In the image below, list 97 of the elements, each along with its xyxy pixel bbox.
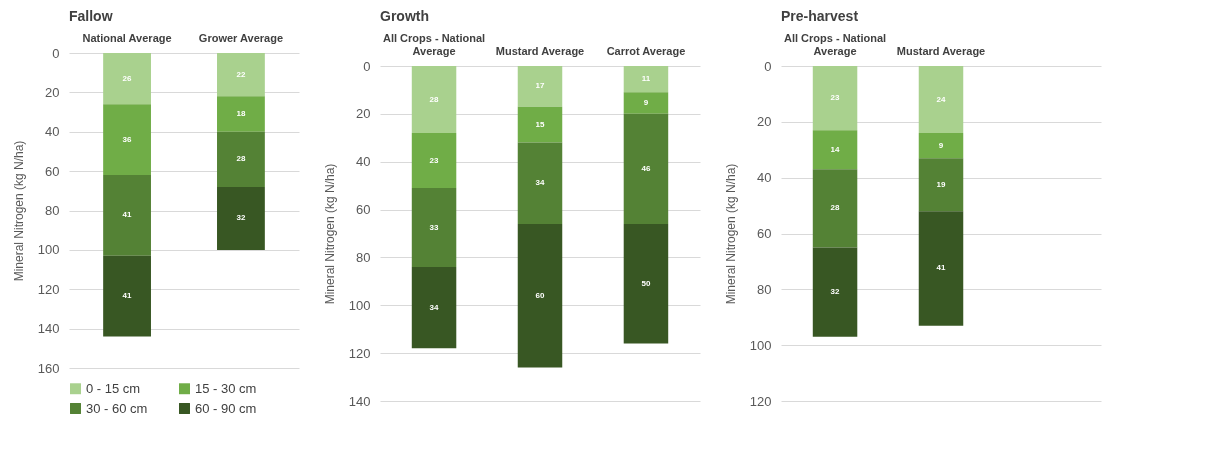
- data-label: 23: [429, 155, 440, 165]
- bar: [517, 66, 563, 107]
- y-tick-label: 140: [37, 321, 60, 337]
- legend-label: 15 - 30 cm: [195, 380, 257, 396]
- data-label: 28: [236, 154, 246, 164]
- x-tick-label: Carrot Average: [606, 44, 686, 57]
- bar: [918, 211, 964, 326]
- data-label: 34: [535, 178, 545, 188]
- data-label: 19: [936, 179, 946, 189]
- bar: [103, 53, 151, 105]
- data-label: 32: [830, 287, 841, 297]
- bar: [623, 66, 669, 93]
- data-label: 41: [936, 263, 946, 273]
- data-label: 41: [122, 291, 133, 301]
- chart-title: Growth: [380, 8, 429, 24]
- data-label: 46: [641, 163, 651, 173]
- y-tick-label: 20: [45, 84, 60, 100]
- y-tick-label: 80: [45, 203, 60, 218]
- bar: [103, 175, 151, 256]
- y-tick-label: 60: [45, 163, 60, 179]
- bar: [623, 92, 669, 114]
- bar: [517, 106, 563, 143]
- bar: [918, 66, 964, 133]
- chart-title: Pre-harvest: [781, 8, 859, 24]
- bar: [623, 113, 669, 224]
- bar: [217, 131, 265, 187]
- bar: [217, 53, 265, 97]
- data-label: 18: [236, 109, 246, 119]
- data-label: 60: [535, 290, 545, 300]
- y-tick-label: 80: [757, 281, 772, 297]
- data-label: 11: [641, 74, 651, 84]
- data-label: 24: [936, 94, 946, 104]
- y-tick-label: 120: [37, 281, 60, 297]
- y-tick-label: 60: [757, 226, 772, 241]
- y-tick-label: 0: [764, 58, 772, 74]
- bar: [623, 223, 669, 344]
- y-tick-label: 0: [52, 45, 60, 61]
- bar: [411, 267, 457, 349]
- data-label: 28: [830, 203, 841, 213]
- data-label: 32: [236, 213, 246, 223]
- legend-label: 30 - 60 cm: [86, 400, 148, 416]
- bar: [918, 133, 964, 159]
- x-tick-label: All Crops - National Average: [383, 31, 486, 57]
- x-tick-label: National Average: [82, 31, 172, 44]
- y-axis-title: Mineral Nitrogen (kg N/ha): [322, 163, 337, 305]
- data-label: 36: [122, 134, 133, 144]
- y-tick-label: 140: [348, 393, 371, 409]
- bar: [103, 255, 151, 337]
- y-tick-label: 40: [45, 124, 60, 140]
- data-label: 41: [122, 210, 133, 220]
- bar: [812, 66, 858, 131]
- bar: [517, 223, 563, 368]
- data-label: 50: [641, 278, 651, 288]
- y-tick-label: 20: [356, 106, 371, 122]
- x-tick-label: Grower Average: [198, 31, 284, 44]
- bar: [517, 142, 563, 224]
- data-label: 15: [535, 119, 545, 129]
- data-label: 28: [429, 94, 440, 104]
- y-tick-label: 100: [749, 337, 772, 353]
- y-tick-label: 20: [757, 114, 772, 130]
- data-label: 23: [830, 93, 841, 103]
- y-tick-label: 80: [356, 249, 371, 265]
- legend-label: 0 - 15 cm: [86, 380, 141, 396]
- data-label: 22: [236, 69, 246, 79]
- data-label: 9: [643, 98, 649, 108]
- data-label: 33: [429, 222, 440, 232]
- y-axis-title: Mineral Nitrogen (kg N/ha): [723, 163, 738, 305]
- bar: [217, 186, 265, 250]
- x-tick-label: Mustard Average: [896, 44, 986, 57]
- bar: [103, 104, 151, 176]
- y-tick-label: 40: [757, 170, 772, 186]
- bar: [411, 188, 457, 267]
- y-tick-label: 0: [363, 58, 371, 74]
- bar: [217, 96, 265, 132]
- x-tick-label: Mustard Average: [495, 44, 585, 57]
- bar: [812, 247, 858, 337]
- y-tick-label: 120: [348, 345, 371, 361]
- y-tick-label: 120: [749, 393, 772, 409]
- bar: [812, 169, 858, 248]
- data-label: 26: [122, 73, 133, 83]
- data-label: 14: [830, 144, 841, 154]
- bar: [812, 130, 858, 170]
- chart-title: Fallow: [69, 8, 113, 24]
- data-label: 9: [938, 140, 944, 150]
- y-tick-label: 100: [348, 297, 371, 313]
- y-tick-label: 100: [37, 242, 60, 258]
- bar: [918, 158, 964, 212]
- legend-label: 60 - 90 cm: [195, 400, 257, 416]
- x-tick-label: All Crops - National Average: [784, 31, 887, 57]
- data-label: 34: [429, 302, 440, 312]
- y-tick-label: 40: [356, 154, 371, 170]
- data-label: 17: [535, 81, 545, 91]
- bar: [411, 66, 457, 133]
- y-tick-label: 60: [356, 202, 371, 218]
- y-axis-title: Mineral Nitrogen (kg N/ha): [11, 140, 26, 282]
- bar: [411, 133, 457, 189]
- y-tick-label: 160: [37, 360, 60, 376]
